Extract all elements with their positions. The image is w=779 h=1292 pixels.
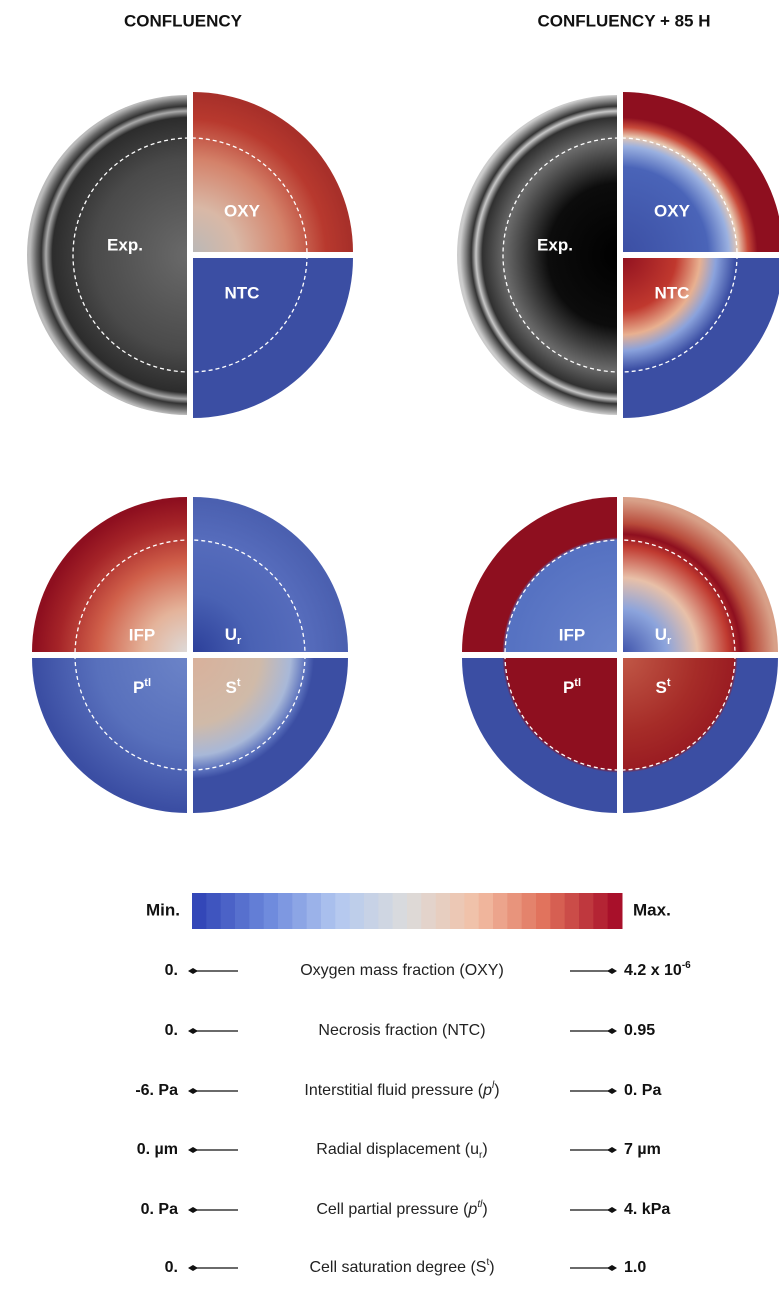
panel-label: NTC <box>225 283 260 302</box>
arrow-diamond <box>188 968 198 974</box>
panel-label: Exp. <box>107 235 143 254</box>
colorbar-band <box>321 893 336 929</box>
colorbar-band <box>593 893 609 929</box>
panel-label: Exp. <box>537 235 573 254</box>
panel-label: NTC <box>655 283 690 302</box>
arrow-diamond <box>607 968 617 974</box>
legend-name: Interstitial fluid pressure (pl) <box>304 1080 499 1100</box>
legend-max: 4. kPa <box>624 1201 670 1218</box>
legend-min: -6. Pa <box>135 1082 178 1099</box>
colorbar-min: Min. <box>146 900 180 919</box>
field-quadrant <box>193 497 348 652</box>
colorbar-band <box>306 893 322 929</box>
colorbar-band <box>564 893 580 929</box>
dashed-boundary <box>502 137 738 373</box>
legend-max: 0. Pa <box>624 1082 661 1099</box>
panel-label: Ur <box>225 625 242 646</box>
colorbar-band <box>435 893 451 929</box>
legend-max: 7 µm <box>624 1141 661 1158</box>
legend-name: Necrosis fraction (NTC) <box>318 1022 485 1039</box>
legend-min: 0. Pa <box>141 1201 178 1218</box>
legend-name: Radial displacement (ur) <box>316 1141 487 1160</box>
colorbar-band <box>464 893 480 929</box>
colorbar-band <box>364 893 379 929</box>
colorbar-band <box>478 893 494 929</box>
arrow-diamond <box>188 1028 198 1034</box>
legend-name: Cell partial pressure (ptl) <box>316 1199 487 1219</box>
colorbar-band <box>278 893 293 929</box>
colorbar-max: Max. <box>633 900 671 919</box>
column-title: CONFLUENCY <box>124 11 243 30</box>
arrow-diamond <box>188 1207 198 1213</box>
legend-max: 4.2 x 10-6 <box>624 960 691 980</box>
experiment-photo <box>27 95 187 415</box>
dashed-boundary <box>72 137 308 373</box>
field-quadrant <box>623 92 779 252</box>
arrow-diamond <box>607 1207 617 1213</box>
colorbar-band <box>421 893 437 929</box>
field-quadrant <box>623 258 779 418</box>
colorbar-band <box>536 893 551 929</box>
legend-max: 0.95 <box>624 1022 655 1039</box>
colorbar-band <box>263 893 279 929</box>
panel-label: OXY <box>654 201 691 220</box>
field-quadrant <box>193 658 348 813</box>
colorbar-band <box>292 893 308 929</box>
colorbar-band <box>521 893 537 929</box>
colorbar-band <box>607 893 623 929</box>
colorbar-band <box>335 893 351 929</box>
colorbar-band <box>392 893 408 929</box>
legend-min: 0. <box>165 1259 178 1276</box>
colorbar-band <box>235 893 250 929</box>
field-quadrant <box>623 497 778 652</box>
arrow-diamond <box>607 1028 617 1034</box>
panel-label: Ptl <box>563 677 581 698</box>
panel-label: IFP <box>559 625 585 644</box>
legend-max: 1.0 <box>624 1259 646 1276</box>
dashed-boundary <box>504 539 736 771</box>
colorbar-band <box>349 893 365 929</box>
field-quadrant <box>32 658 187 813</box>
colorbar-band <box>206 893 222 929</box>
panel-label: St <box>225 677 240 698</box>
panel-label: IFP <box>129 625 155 644</box>
colorbar-band <box>407 893 422 929</box>
colorbar-band <box>507 893 523 929</box>
panel-label: St <box>655 677 670 698</box>
panel-label: Ptl <box>133 677 151 698</box>
arrow-diamond <box>607 1088 617 1094</box>
legend-name: Cell saturation degree (St) <box>309 1257 494 1277</box>
colorbar-band <box>450 893 465 929</box>
field-quadrant <box>462 497 617 652</box>
panels <box>27 92 779 929</box>
arrow-diamond <box>188 1265 198 1271</box>
column-title: CONFLUENCY + 85 H <box>537 11 710 30</box>
colorbar-band <box>579 893 594 929</box>
colorbar-band <box>192 893 207 929</box>
legend-min: 0. <box>165 1022 178 1039</box>
field-quadrant <box>462 658 617 813</box>
dashed-boundary <box>74 539 306 771</box>
experiment-photo <box>457 95 617 415</box>
arrow-diamond <box>188 1088 198 1094</box>
colorbar-band <box>550 893 566 929</box>
legend-min: 0. µm <box>137 1141 178 1158</box>
legend-min: 0. <box>165 962 178 979</box>
field-quadrant <box>623 658 778 813</box>
field-quadrant <box>32 497 187 652</box>
arrow-diamond <box>188 1147 198 1153</box>
panel-label: OXY <box>224 201 261 220</box>
arrow-diamond <box>607 1147 617 1153</box>
field-quadrant <box>193 92 353 252</box>
colorbar-band <box>378 893 394 929</box>
colorbar-band <box>220 893 236 929</box>
colorbar-band <box>493 893 508 929</box>
panel-label: Ur <box>655 625 672 646</box>
legend-name: Oxygen mass fraction (OXY) <box>300 962 504 979</box>
arrow-diamond <box>607 1265 617 1271</box>
colorbar-band <box>249 893 265 929</box>
